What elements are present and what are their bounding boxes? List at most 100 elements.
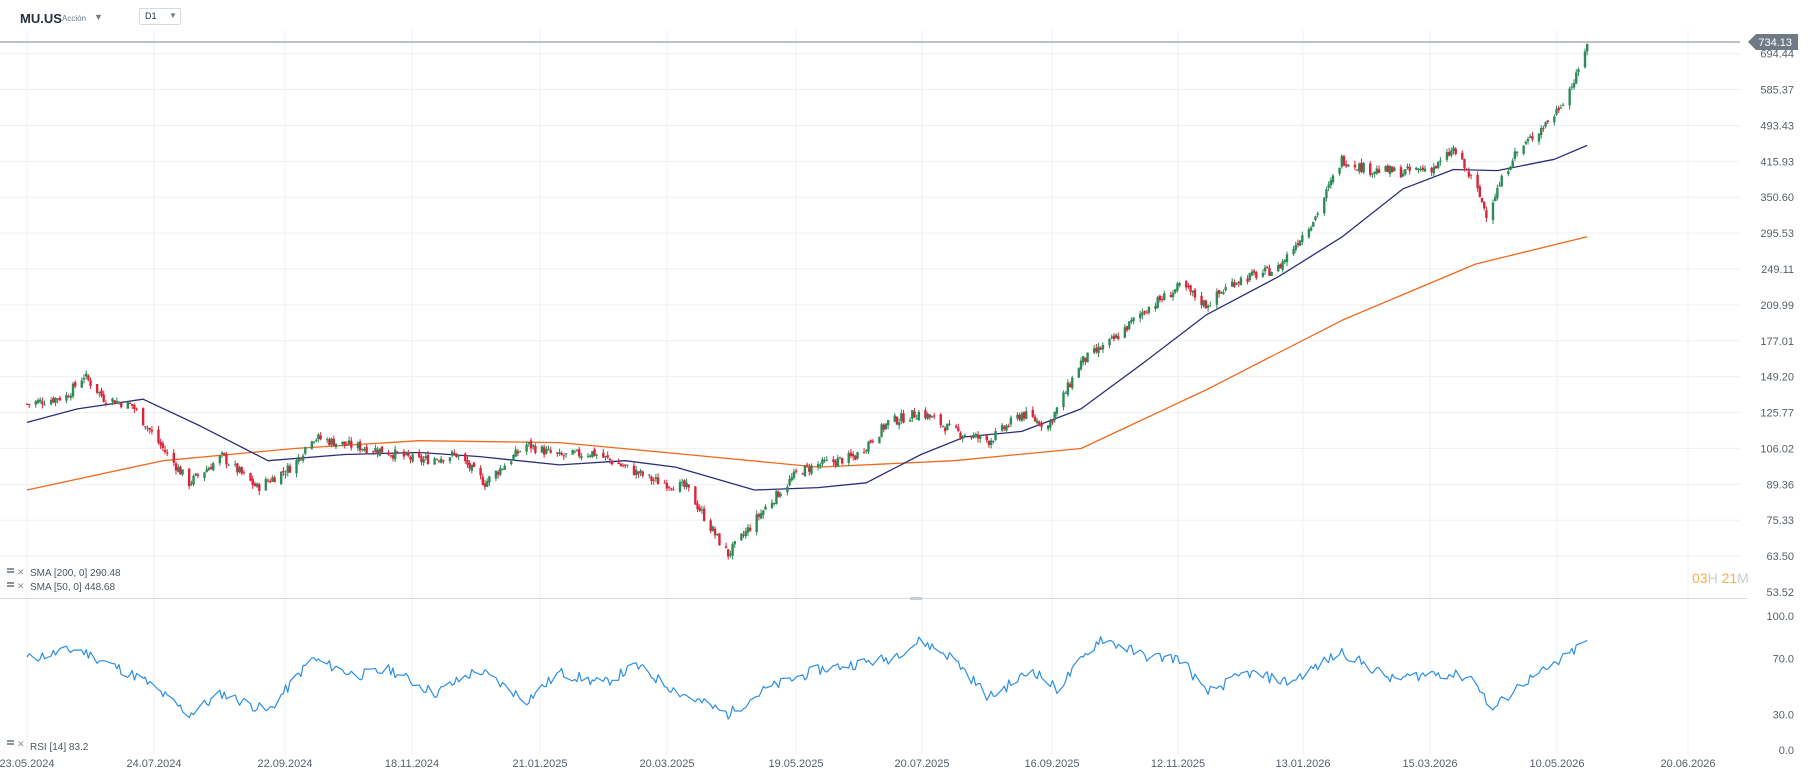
rsi-tick-label: 30.0 xyxy=(1773,709,1794,721)
candle-body xyxy=(571,449,574,455)
candle-body xyxy=(89,380,92,386)
candle-body xyxy=(1239,277,1243,285)
symbol-dropdown-icon[interactable]: ▼ xyxy=(94,12,103,22)
candle-body xyxy=(1235,283,1238,285)
candle-body xyxy=(146,427,149,429)
candle-body xyxy=(273,477,276,483)
legend-menu-icon[interactable] xyxy=(7,582,14,584)
candle-body xyxy=(1419,168,1422,171)
candle-body xyxy=(1084,357,1087,362)
candle-body xyxy=(1246,278,1249,282)
legend-menu-icon[interactable] xyxy=(7,568,14,570)
candle-body xyxy=(1572,82,1576,88)
candle-body xyxy=(1301,235,1304,242)
candle-body xyxy=(992,440,995,442)
candle-body xyxy=(1417,168,1420,170)
candle-body xyxy=(808,467,811,472)
candle-body xyxy=(560,453,563,455)
candle-body xyxy=(946,423,949,431)
candle-body xyxy=(1018,414,1021,420)
price-axis[interactable]: 53.52 63.50 75.33 89.36 106.02 125.77 149.20 17… xyxy=(1760,49,1794,599)
candle-body xyxy=(854,455,857,460)
candle-body xyxy=(1369,163,1372,175)
candle-body xyxy=(1575,72,1578,84)
candle-body xyxy=(915,418,918,420)
price-tick-label: 493.43 xyxy=(1760,120,1794,132)
symbol-label[interactable]: MU.US xyxy=(20,11,62,26)
candle-body xyxy=(144,426,147,428)
timeframe-select[interactable]: D1 ▼ xyxy=(139,8,181,25)
candle-body xyxy=(1097,346,1100,354)
rsi-line xyxy=(26,636,1588,720)
legend-rsi[interactable]: ✕ RSI [14] 83.2 xyxy=(7,739,89,753)
candle-body xyxy=(746,527,750,533)
candle-body xyxy=(433,458,436,465)
candle-body xyxy=(249,473,252,481)
candle-body xyxy=(1250,271,1254,276)
candle-body xyxy=(564,453,568,455)
price-tick-label: 415.93 xyxy=(1760,156,1794,168)
candle-body xyxy=(1292,249,1295,255)
candle-body xyxy=(1128,321,1131,330)
candle-body xyxy=(409,456,412,460)
candle-body xyxy=(95,384,99,393)
last-price-value: 734.13 xyxy=(1758,37,1792,49)
candle-body xyxy=(483,483,487,487)
candle-body xyxy=(930,416,934,418)
candle-body xyxy=(238,467,241,473)
pane-resize-handle[interactable] xyxy=(910,597,922,600)
legend-sma50[interactable]: ✕ SMA [50, 0] 448.68 xyxy=(7,581,115,593)
candle-body xyxy=(1507,171,1510,175)
time-axis[interactable]: 23.05.2024 24.07.2024 22.09.2024 18.11.2024… xyxy=(0,758,1716,770)
candle-body xyxy=(128,403,132,405)
candle-body xyxy=(1454,148,1457,155)
candle-body xyxy=(1362,163,1365,173)
candle-body xyxy=(1430,168,1433,173)
candle-body xyxy=(404,452,408,455)
price-tick-label: 249.11 xyxy=(1761,264,1794,276)
candle-body xyxy=(893,415,896,422)
candle-body xyxy=(218,455,222,464)
candle-body xyxy=(884,423,888,429)
candle-body xyxy=(959,432,962,438)
candle-body xyxy=(350,440,353,448)
legend-close-icon[interactable]: ✕ xyxy=(17,567,25,577)
candle-body xyxy=(1178,283,1181,286)
candle-body xyxy=(641,471,644,476)
candle-body xyxy=(301,455,305,461)
candle-body xyxy=(1281,261,1284,270)
legend-close-icon[interactable]: ✕ xyxy=(17,581,25,591)
candle-body xyxy=(1445,152,1449,160)
candle-body xyxy=(187,468,191,487)
candle-body xyxy=(562,455,566,457)
candle-body xyxy=(1452,147,1455,152)
candle-body xyxy=(788,478,791,486)
candle-body xyxy=(672,489,675,491)
candle-body xyxy=(1125,326,1129,331)
legend-menu-icon[interactable] xyxy=(7,740,14,742)
candle-body xyxy=(1261,272,1265,277)
candle-body xyxy=(1524,141,1528,144)
time-tick-label: 15.03.2026 xyxy=(1402,758,1457,770)
candle-body xyxy=(1147,307,1151,313)
candle-body xyxy=(1296,243,1300,246)
candle-body xyxy=(987,440,991,446)
time-tick-label: 24.07.2024 xyxy=(126,758,181,770)
candle-body xyxy=(805,464,809,466)
legend-sma200[interactable]: ✕ SMA [200, 0] 290.48 xyxy=(7,567,121,579)
legend-close-icon[interactable]: ✕ xyxy=(17,739,25,749)
candle-body xyxy=(220,452,224,454)
candle-body xyxy=(258,484,261,491)
candle-body xyxy=(1270,272,1273,276)
candle-body xyxy=(1200,295,1203,305)
candle-body xyxy=(1141,312,1144,316)
candle-body xyxy=(1176,283,1179,291)
candle-body xyxy=(1467,171,1471,177)
candle-body xyxy=(1092,348,1096,353)
candle-body xyxy=(591,451,594,458)
candle-body xyxy=(816,464,820,467)
candle-body xyxy=(1055,407,1059,414)
candle-body xyxy=(455,453,458,458)
candle-body xyxy=(680,481,684,483)
